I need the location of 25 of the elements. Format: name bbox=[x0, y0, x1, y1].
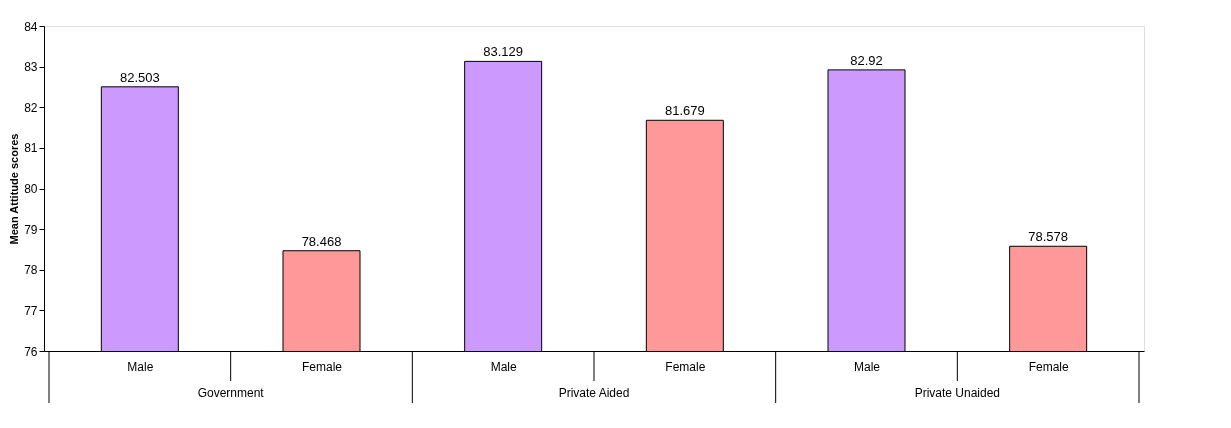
x-tick-label: Male bbox=[490, 359, 517, 374]
x-tick-label: Male bbox=[853, 359, 881, 374]
y-tick-label: 83 bbox=[24, 60, 38, 75]
y-tick-label: 76 bbox=[24, 344, 38, 359]
data-label: 81.679 bbox=[664, 103, 705, 119]
y-tick-label: 84 bbox=[24, 19, 38, 34]
y-tick-label: 80 bbox=[24, 182, 38, 196]
data-label: 82.92 bbox=[850, 52, 883, 68]
data-label: 82.503 bbox=[119, 69, 160, 85]
text: Government bbox=[197, 386, 265, 400]
y-tick-label: 79 bbox=[24, 222, 38, 237]
y-axis-title: Mean Attitude scores bbox=[8, 133, 21, 245]
y-tick-label: 82 bbox=[24, 100, 38, 115]
x-tick-label: Male bbox=[127, 359, 154, 374]
x-tick-label: Female bbox=[1028, 359, 1069, 374]
y-tick-label: 77 bbox=[24, 303, 38, 318]
x-tick-label: Female bbox=[665, 359, 706, 374]
text: Private Unaided bbox=[914, 386, 1001, 400]
y-tick-label: 81 bbox=[24, 141, 38, 156]
x-tick-label: Female bbox=[301, 359, 343, 374]
y-tick-label: 78 bbox=[24, 263, 38, 278]
data-label: 78.578 bbox=[1028, 229, 1069, 245]
text: Private Aided bbox=[558, 386, 630, 400]
data-label: 78.468 bbox=[301, 233, 342, 249]
data-label: 83.129 bbox=[483, 44, 524, 60]
